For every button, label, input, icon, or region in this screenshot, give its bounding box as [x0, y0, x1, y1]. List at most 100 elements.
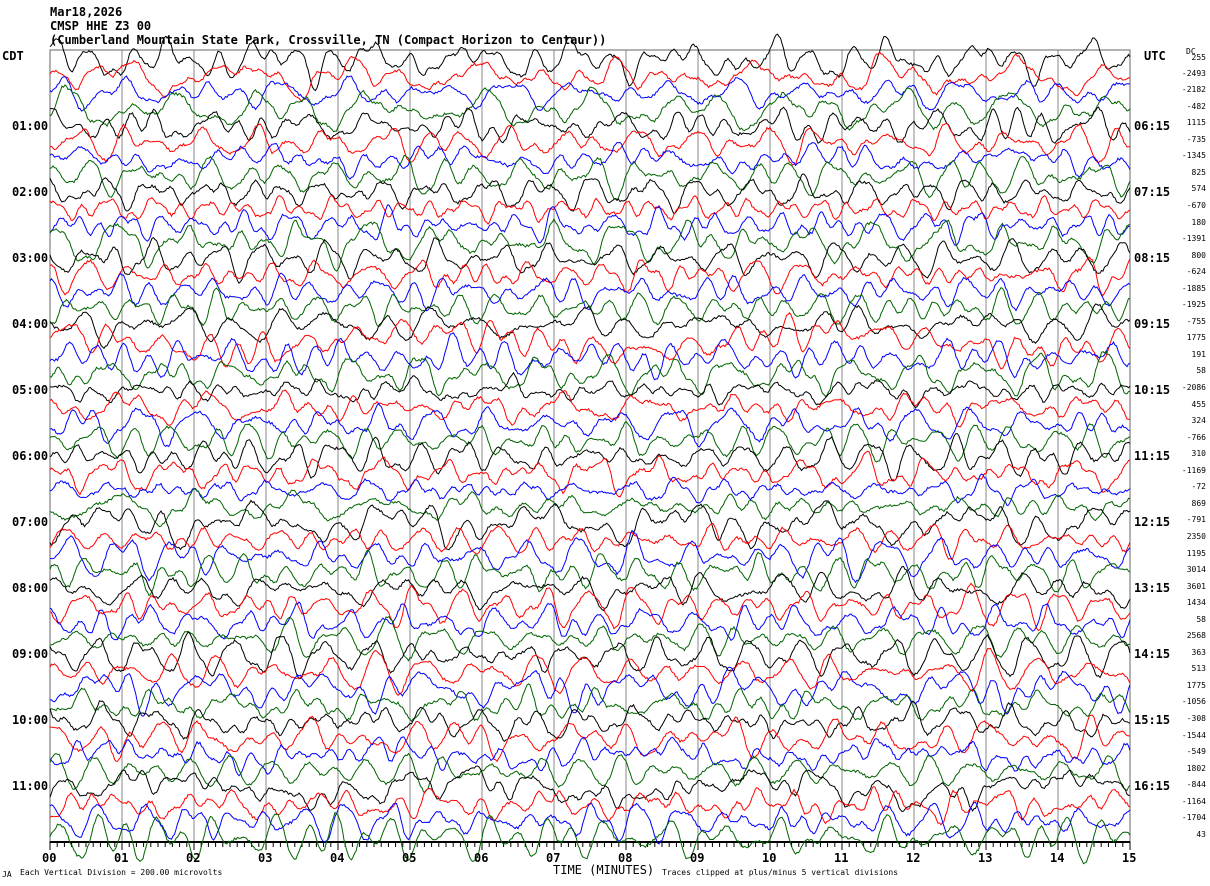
cdt-label: CDT: [2, 49, 24, 63]
trace-line: [49, 154, 1131, 200]
trace-line: [49, 51, 1131, 102]
vertical-division-note: Each Vertical Division = 200.00 microvol…: [20, 868, 223, 877]
utc-time-label: 13:15: [1134, 581, 1171, 595]
trace-line: [49, 786, 1131, 826]
utc-time-label: 12:15: [1134, 515, 1171, 529]
trace-line: [49, 195, 1131, 225]
dc-offset-label: 1115: [1186, 118, 1206, 128]
dc-offset-label: 58: [1196, 614, 1206, 624]
dc-offset-label: 574: [1191, 184, 1206, 194]
x-tick-label: 13: [978, 851, 993, 865]
dc-offset-label: 1775: [1186, 680, 1206, 690]
dc-offset-label: 58: [1196, 366, 1206, 376]
utc-time-label: 16:15: [1134, 779, 1171, 793]
cdt-time-label: 09:00: [12, 647, 49, 661]
trace-line: [49, 287, 1130, 327]
x-tick-label: 09: [690, 851, 705, 865]
utc-label: UTC: [1144, 49, 1166, 63]
cdt-time-label: 03:00: [12, 251, 49, 265]
trace-line: [49, 487, 1131, 528]
dc-offset-label: 513: [1191, 664, 1206, 674]
dc-offset-label: 310: [1191, 449, 1206, 459]
trace-line: [49, 332, 1131, 381]
cdt-time-label: 08:00: [12, 581, 49, 595]
trace-line: [49, 432, 1131, 482]
dc-offset-label: -308: [1186, 714, 1206, 723]
x-axis-label: TIME (MINUTES): [553, 863, 655, 877]
trace-line: [49, 84, 1131, 133]
cdt-time-label: 11:00: [12, 779, 49, 793]
dc-offset-label: 455: [1191, 399, 1206, 409]
trace-line: [49, 631, 1131, 680]
dc-offset-label: 324: [1191, 416, 1206, 426]
utc-time-label: 08:15: [1134, 251, 1171, 265]
trace-line: [49, 371, 1131, 409]
trace-line: [49, 256, 1131, 297]
trace-line: [49, 529, 1131, 584]
trace-line: [49, 700, 1131, 742]
dc-offset-label: 825: [1191, 167, 1206, 177]
trace-line: [49, 714, 1131, 763]
dc-offset-label: -1704: [1181, 813, 1206, 823]
trace-line: [49, 389, 1131, 428]
dc-offset-label: 869: [1191, 498, 1206, 508]
x-tick-label: 04: [330, 851, 345, 865]
dc-offset-label: -1885: [1181, 283, 1206, 293]
trace-line: [49, 752, 1131, 793]
x-tick-label: 06: [474, 851, 489, 865]
dc-offset-label: -1169: [1181, 465, 1206, 475]
utc-time-label: 06:15: [1134, 119, 1171, 133]
dc-offset-label: 1802: [1186, 763, 1206, 773]
utc-time-label: 10:15: [1134, 383, 1171, 397]
dc-offset-label: -1164: [1181, 796, 1206, 806]
dc-header: DC: [1186, 47, 1196, 56]
x-tick-label: 03: [258, 851, 273, 865]
location-label: (Cumberland Mountain State Park, Crossvi…: [50, 33, 607, 47]
trace-line: [49, 173, 1131, 215]
dc-offset-label: -2086: [1181, 383, 1206, 392]
dc-offset-label: -72: [1191, 482, 1206, 492]
dc-offset-label: -755: [1186, 316, 1206, 326]
dc-offset-label: -766: [1186, 432, 1206, 442]
trace-line: [49, 601, 1131, 642]
utc-time-label: 15:15: [1134, 713, 1171, 727]
dc-offset-label: 255: [1191, 53, 1206, 62]
dc-offset-label: 1195: [1186, 548, 1206, 558]
x-tick-label: 15: [1122, 851, 1137, 865]
dc-offset-label: 191: [1191, 349, 1206, 359]
dc-offset-label: -844: [1186, 780, 1206, 790]
trace-line: [49, 33, 1131, 92]
trace-line: [49, 122, 1131, 166]
trace-line: [49, 473, 1131, 506]
clip-note: Traces clipped at plus/minus 5 vertical …: [662, 868, 899, 877]
cdt-time-label: 07:00: [12, 515, 49, 529]
dc-offset-label: 3601: [1186, 581, 1206, 591]
trace-line: [49, 272, 1131, 312]
dc-offset-label: -1925: [1181, 300, 1206, 310]
dc-offset-label: -2182: [1181, 85, 1206, 95]
trace-line: [49, 236, 1131, 285]
cdt-time-label: 01:00: [12, 119, 49, 133]
trace-line: [49, 106, 1131, 144]
dc-offset-label: 363: [1191, 647, 1206, 657]
trace-line: [49, 666, 1131, 717]
dc-offset-label: 2568: [1186, 631, 1206, 641]
cdt-time-label: 06:00: [12, 449, 49, 463]
trace-line: [49, 217, 1131, 272]
trace-line: [49, 204, 1131, 246]
cdt-time-label: 02:00: [12, 185, 49, 199]
plot-frame: [49, 49, 1131, 843]
dc-offset-label: 800: [1191, 250, 1206, 260]
trace-line: [49, 75, 1131, 112]
trace-line: [49, 801, 1131, 845]
x-tick-label: 02: [186, 851, 201, 865]
trace-line: [49, 350, 1131, 398]
dc-offset-label: -791: [1186, 515, 1206, 525]
dc-offset-label: -670: [1186, 200, 1206, 210]
dc-offset-label: -1391: [1181, 234, 1206, 244]
utc-time-label: 11:15: [1134, 449, 1171, 463]
dc-offset-label: -2493: [1181, 68, 1206, 78]
date-label: Mar18,2026: [50, 5, 123, 19]
trace-line: [49, 565, 1131, 612]
